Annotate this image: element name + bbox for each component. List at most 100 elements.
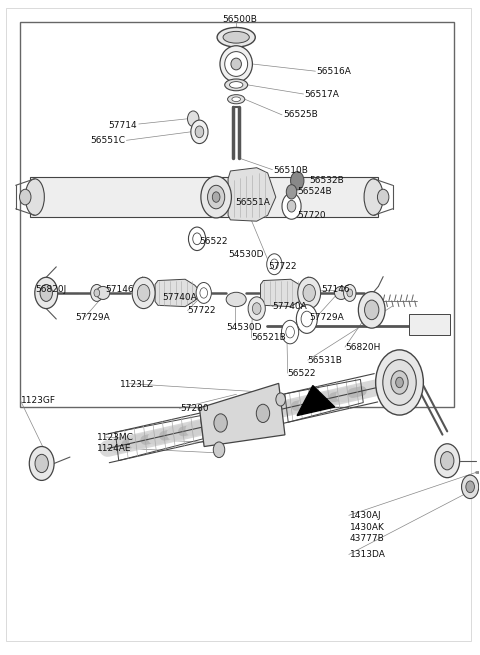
Circle shape bbox=[383, 360, 416, 405]
Circle shape bbox=[281, 320, 299, 344]
Circle shape bbox=[189, 227, 205, 251]
Circle shape bbox=[29, 447, 54, 480]
Ellipse shape bbox=[229, 82, 243, 88]
Circle shape bbox=[256, 404, 270, 422]
Text: 57280: 57280 bbox=[180, 404, 209, 413]
Text: 56524B: 56524B bbox=[297, 187, 332, 196]
Text: 56516A: 56516A bbox=[316, 67, 351, 76]
Text: 57722: 57722 bbox=[188, 306, 216, 315]
Circle shape bbox=[344, 284, 356, 301]
Text: 57740A: 57740A bbox=[273, 302, 307, 311]
Circle shape bbox=[377, 189, 389, 205]
Ellipse shape bbox=[335, 286, 348, 299]
Circle shape bbox=[364, 300, 379, 320]
Circle shape bbox=[359, 291, 385, 328]
Circle shape bbox=[207, 185, 225, 209]
Text: 1124AE: 1124AE bbox=[97, 444, 132, 453]
Text: 1123LZ: 1123LZ bbox=[120, 381, 154, 389]
Circle shape bbox=[298, 277, 321, 309]
Ellipse shape bbox=[232, 97, 240, 102]
Text: 56551A: 56551A bbox=[235, 198, 270, 207]
Polygon shape bbox=[261, 279, 307, 307]
Text: 56510B: 56510B bbox=[274, 166, 308, 176]
Circle shape bbox=[35, 277, 58, 309]
Text: 57720: 57720 bbox=[297, 211, 326, 220]
Polygon shape bbox=[155, 279, 202, 307]
Circle shape bbox=[200, 288, 207, 298]
Text: 56500B: 56500B bbox=[223, 15, 257, 24]
Ellipse shape bbox=[96, 286, 110, 299]
Text: 1313DA: 1313DA bbox=[350, 550, 385, 559]
Ellipse shape bbox=[228, 95, 245, 103]
Circle shape bbox=[290, 172, 304, 190]
Ellipse shape bbox=[231, 58, 241, 70]
Circle shape bbox=[466, 481, 474, 493]
Circle shape bbox=[462, 475, 479, 498]
Circle shape bbox=[286, 185, 297, 199]
Text: 57729A: 57729A bbox=[75, 312, 110, 322]
Circle shape bbox=[196, 282, 211, 303]
Bar bbox=[30, 178, 378, 217]
Text: 56522: 56522 bbox=[199, 237, 228, 246]
Text: 43777B: 43777B bbox=[350, 534, 384, 543]
Circle shape bbox=[376, 350, 423, 415]
Circle shape bbox=[91, 284, 103, 301]
Text: 1123MC: 1123MC bbox=[97, 432, 134, 441]
Bar bbox=[409, 314, 450, 335]
Circle shape bbox=[132, 277, 155, 309]
Circle shape bbox=[287, 200, 296, 212]
Ellipse shape bbox=[25, 179, 44, 215]
Ellipse shape bbox=[226, 292, 246, 307]
Polygon shape bbox=[297, 386, 335, 415]
Circle shape bbox=[35, 455, 48, 473]
Text: 56820J: 56820J bbox=[35, 285, 66, 294]
Ellipse shape bbox=[225, 79, 248, 91]
Circle shape bbox=[267, 253, 282, 274]
Text: 56522: 56522 bbox=[288, 369, 316, 378]
Circle shape bbox=[214, 414, 228, 432]
Circle shape bbox=[212, 192, 220, 202]
Ellipse shape bbox=[217, 28, 255, 47]
Text: 56531B: 56531B bbox=[308, 356, 343, 365]
Circle shape bbox=[248, 297, 265, 320]
Text: 57146: 57146 bbox=[321, 285, 350, 294]
Text: 1430AK: 1430AK bbox=[350, 523, 384, 532]
Text: 1430AJ: 1430AJ bbox=[350, 511, 382, 520]
Circle shape bbox=[94, 289, 100, 297]
Text: 57729A: 57729A bbox=[309, 312, 344, 322]
Circle shape bbox=[193, 233, 201, 245]
Polygon shape bbox=[199, 383, 285, 447]
Text: 57146: 57146 bbox=[106, 285, 134, 294]
Ellipse shape bbox=[225, 52, 248, 77]
Circle shape bbox=[201, 176, 231, 218]
Circle shape bbox=[441, 451, 454, 470]
Text: 54530D: 54530D bbox=[228, 250, 264, 259]
Ellipse shape bbox=[220, 46, 252, 83]
Text: 56532B: 56532B bbox=[309, 176, 344, 185]
Bar bbox=[20, 22, 454, 407]
Circle shape bbox=[213, 442, 225, 458]
Ellipse shape bbox=[223, 31, 249, 43]
Text: 57740A: 57740A bbox=[163, 293, 197, 302]
Text: 56517A: 56517A bbox=[304, 90, 339, 98]
Text: 56820H: 56820H bbox=[345, 343, 380, 352]
Circle shape bbox=[296, 305, 317, 333]
Circle shape bbox=[282, 193, 301, 219]
Circle shape bbox=[191, 120, 208, 143]
Text: 57722: 57722 bbox=[269, 262, 297, 271]
Circle shape bbox=[391, 371, 408, 394]
Circle shape bbox=[188, 111, 199, 126]
Circle shape bbox=[303, 284, 315, 301]
Text: 56551C: 56551C bbox=[90, 136, 125, 145]
Text: 56525B: 56525B bbox=[283, 111, 318, 119]
Text: 54530D: 54530D bbox=[227, 323, 262, 332]
Circle shape bbox=[40, 284, 52, 301]
Circle shape bbox=[396, 377, 403, 388]
Circle shape bbox=[137, 284, 150, 301]
Polygon shape bbox=[228, 168, 276, 221]
Circle shape bbox=[271, 259, 278, 269]
Circle shape bbox=[435, 444, 460, 477]
Circle shape bbox=[286, 326, 294, 338]
Text: 56521B: 56521B bbox=[252, 333, 286, 343]
Text: 1123GF: 1123GF bbox=[21, 396, 56, 405]
